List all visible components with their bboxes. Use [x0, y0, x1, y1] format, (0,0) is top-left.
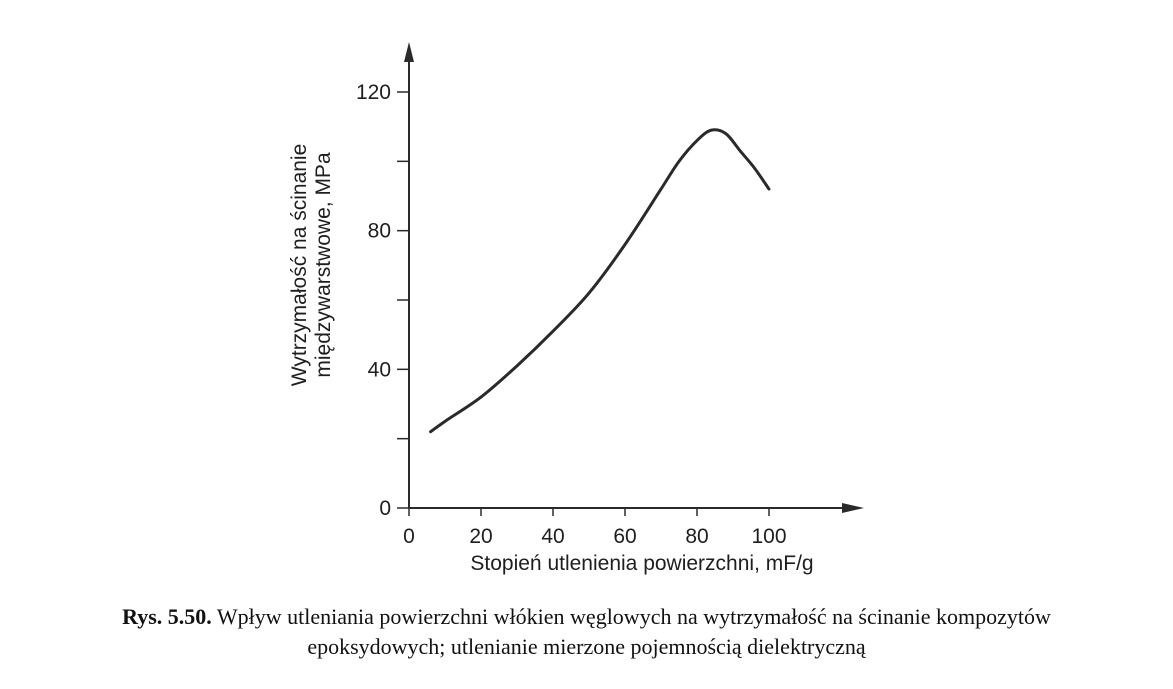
x-axis-label: Stopień utlenienia powierzchni, mF/g [470, 552, 813, 575]
x-tick-label: 60 [613, 525, 636, 548]
figure-caption: Rys. 5.50. Wpływ utleniania powierzchni … [0, 602, 1173, 662]
y-tick-label: 80 [368, 220, 391, 243]
y-axis-label-line2: międzywarstwowe, MPa [312, 152, 335, 378]
caption-line1: Rys. 5.50. Wpływ utleniania powierzchni … [0, 602, 1173, 632]
x-tick-label: 0 [403, 525, 415, 548]
axes [404, 42, 864, 513]
x-tick-label: 40 [541, 525, 564, 548]
series-line [429, 128, 771, 434]
y-tick-label: 0 [379, 497, 391, 520]
y-tick-label: 40 [368, 358, 391, 381]
caption-prefix: Rys. 5.50. [122, 604, 212, 629]
caption-text-line1: Wpływ utleniania powierzchni włókien węg… [216, 604, 1051, 629]
x-tick-label: 20 [469, 525, 492, 548]
caption-line2: epoksydowych; utlenianie mierzone pojemn… [307, 634, 866, 659]
x-axis-arrow [842, 503, 864, 513]
y-axis-label-line1: Wytrzymałość na ścinanie [288, 144, 311, 387]
x-tick-label: 100 [751, 525, 786, 548]
ticks: 0 20 40 60 80 100 0 40 80 120 [356, 81, 787, 548]
series [429, 128, 771, 434]
y-axis-arrow [404, 42, 414, 62]
x-tick-label: 80 [685, 525, 708, 548]
y-tick-label: 120 [356, 81, 391, 104]
chart: 0 20 40 60 80 100 0 40 80 120 Stopień utlenienia … [288, 42, 864, 575]
